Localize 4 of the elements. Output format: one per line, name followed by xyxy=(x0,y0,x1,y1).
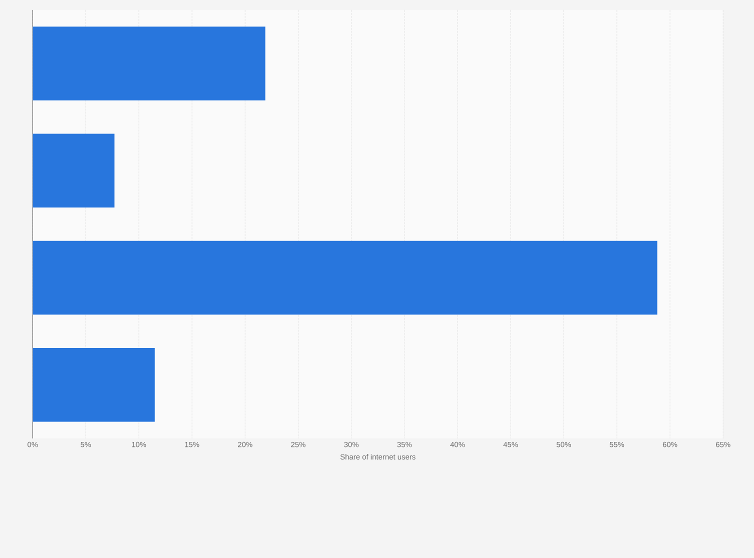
bar xyxy=(32,348,155,422)
bar xyxy=(32,134,114,208)
bar xyxy=(32,240,658,315)
bar xyxy=(32,26,266,100)
